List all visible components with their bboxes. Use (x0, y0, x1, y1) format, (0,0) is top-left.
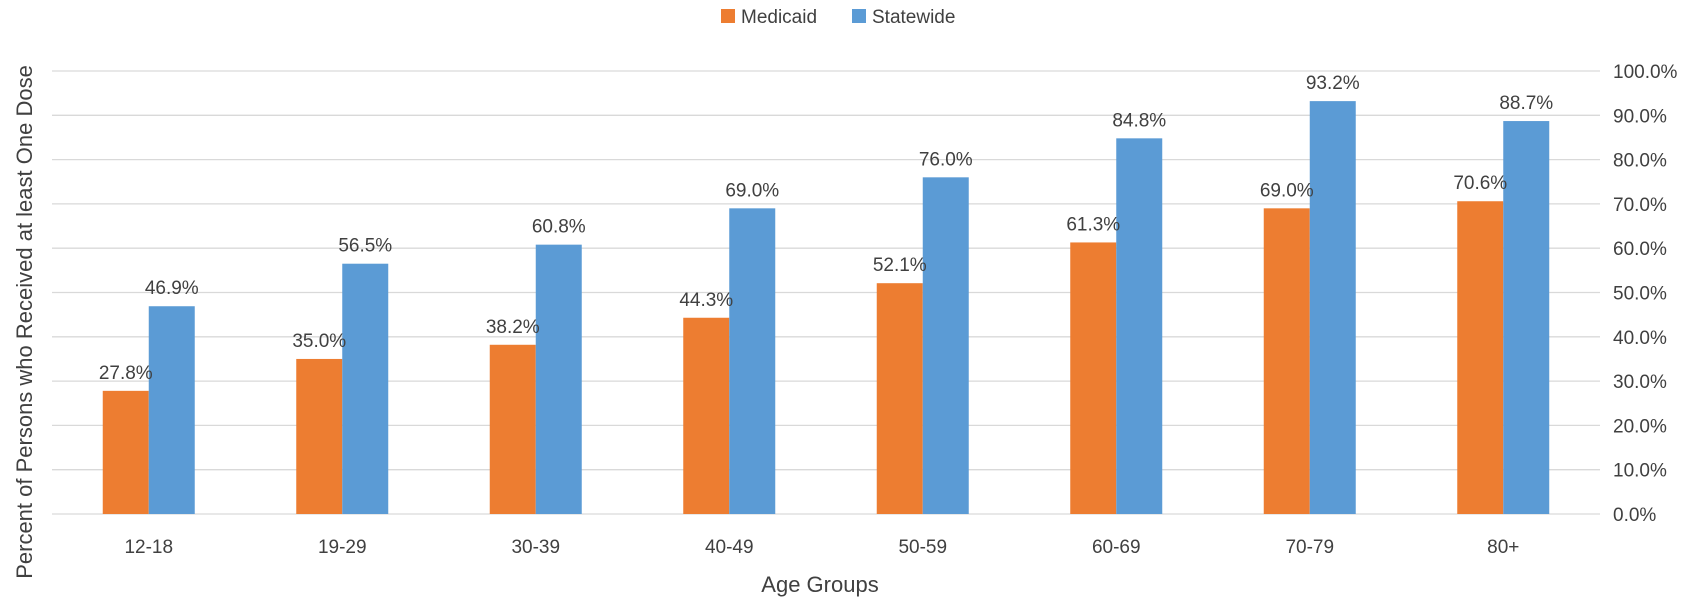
bar-statewide (729, 208, 775, 514)
data-label-medicaid: 27.8% (99, 363, 153, 384)
x-axis-ticks: 12-18 19-29 30-39 40-49 50-59 60-69 70-79 80+ (124, 537, 1519, 558)
bar-statewide (1116, 138, 1162, 514)
bar-statewide (923, 177, 969, 514)
bar-statewide (1503, 121, 1549, 514)
x-tick-label: 70-79 (1285, 537, 1334, 558)
gridlines (52, 71, 1600, 514)
data-label-statewide: 76.0% (919, 149, 973, 170)
y-tick-label: 60.0% (1613, 239, 1667, 260)
data-label-medicaid: 44.3% (679, 290, 733, 311)
bar-medicaid (103, 391, 149, 514)
y-tick-label: 90.0% (1613, 106, 1667, 127)
legend-label-statewide: Statewide (872, 7, 955, 28)
data-label-medicaid: 61.3% (1066, 214, 1120, 235)
x-tick-label: 19-29 (318, 537, 367, 558)
bar-medicaid (296, 359, 342, 514)
x-tick-label: 12-18 (124, 537, 173, 558)
legend: Medicaid Statewide (721, 7, 955, 28)
data-label-statewide: 60.8% (532, 217, 586, 238)
data-label-medicaid: 52.1% (873, 255, 927, 276)
y-tick-label: 50.0% (1613, 284, 1667, 305)
y-tick-label: 40.0% (1613, 328, 1667, 349)
x-tick-label: 80+ (1487, 537, 1519, 558)
y-tick-label: 100.0% (1613, 62, 1678, 83)
y-tick-label: 0.0% (1613, 505, 1656, 526)
x-tick-label: 60-69 (1092, 537, 1141, 558)
bar-medicaid (490, 345, 536, 514)
data-label-medicaid: 70.6% (1453, 173, 1507, 194)
y-tick-label: 20.0% (1613, 416, 1667, 437)
data-label-medicaid: 35.0% (292, 331, 346, 352)
data-label-statewide: 84.8% (1112, 110, 1166, 131)
bar-medicaid (683, 318, 729, 514)
data-label-statewide: 56.5% (338, 236, 392, 257)
x-axis-title: Age Groups (761, 572, 878, 597)
y-tick-label: 80.0% (1613, 151, 1667, 172)
bar-statewide (1310, 101, 1356, 514)
data-label-medicaid: 38.2% (486, 317, 540, 338)
bar-medicaid (1457, 201, 1503, 514)
bars (103, 101, 1550, 514)
data-label-medicaid: 69.0% (1260, 180, 1314, 201)
y-tick-label: 30.0% (1613, 372, 1667, 393)
bar-medicaid (1070, 242, 1116, 514)
legend-label-medicaid: Medicaid (741, 7, 817, 28)
bar-statewide (342, 264, 388, 514)
bar-statewide (149, 306, 195, 514)
data-label-statewide: 88.7% (1499, 93, 1553, 114)
data-label-statewide: 46.9% (145, 278, 199, 299)
legend-swatch-medicaid (721, 9, 735, 23)
bar-medicaid (1264, 208, 1310, 514)
data-label-statewide: 69.0% (725, 180, 779, 201)
y-tick-label: 10.0% (1613, 461, 1667, 482)
x-tick-label: 40-49 (705, 537, 754, 558)
x-tick-label: 30-39 (511, 537, 560, 558)
y-axis-ticks: 0.0% 10.0% 20.0% 30.0% 40.0% 50.0% 60.0% 70.0% 8… (1613, 62, 1678, 526)
y-axis-title: Percent of Persons who Received at least… (12, 65, 37, 579)
legend-swatch-statewide (852, 9, 866, 23)
y-tick-label: 70.0% (1613, 195, 1667, 216)
bar-statewide (536, 245, 582, 514)
bar-medicaid (877, 283, 923, 514)
data-label-statewide: 93.2% (1306, 73, 1360, 94)
x-tick-label: 50-59 (898, 537, 947, 558)
